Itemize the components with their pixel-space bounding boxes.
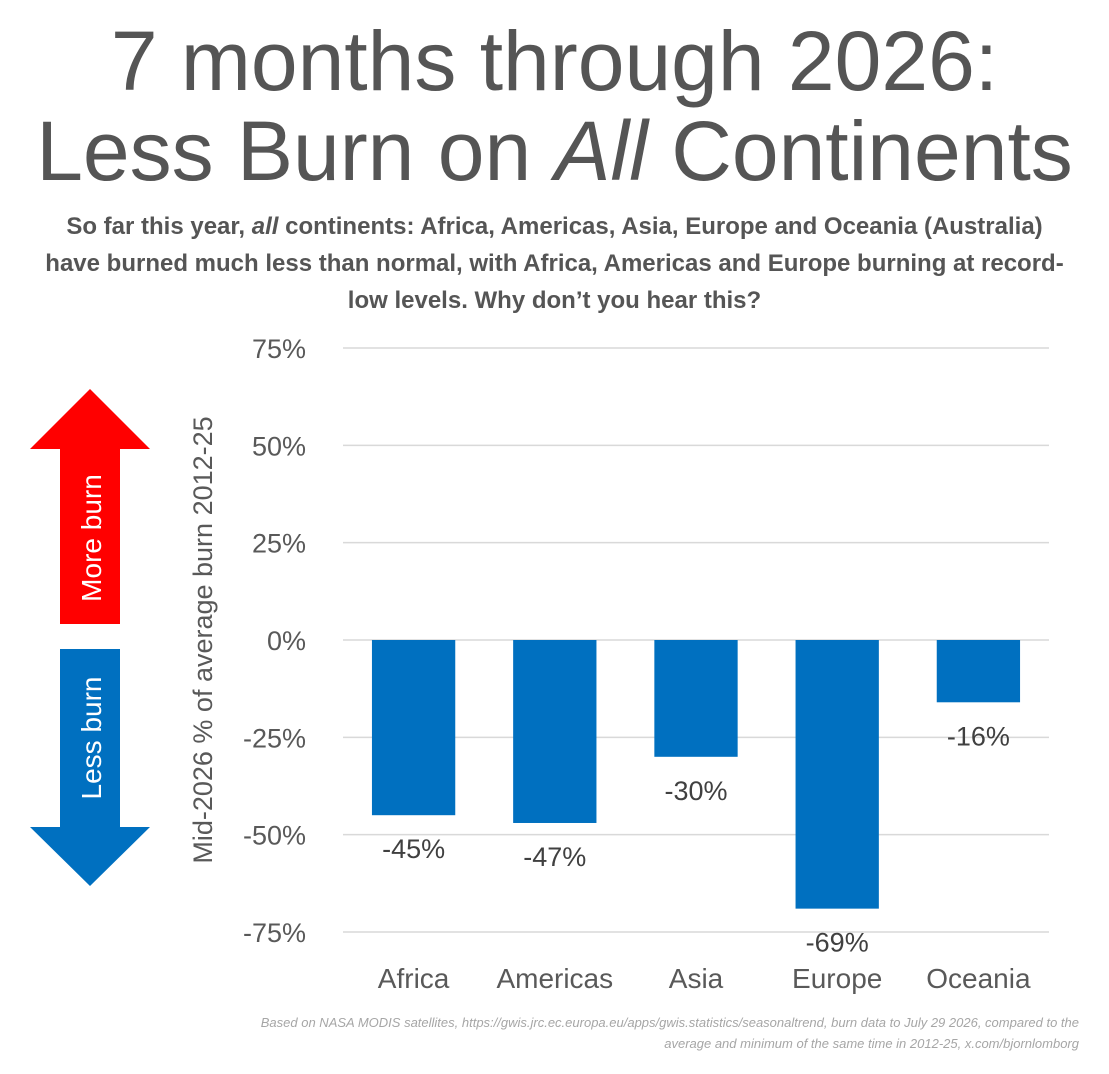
y-tick-label: -50% [243,821,306,851]
chart-subtitle: So far this year, all continents: Africa… [40,208,1069,319]
title-line-2-prefix: Less Burn on [36,104,555,198]
title-line-1: 7 months through 2026: [110,14,999,108]
x-axis-ticks: Africa Americas Asia Europe Oceania [378,963,1031,994]
data-label-africa: -45% [382,834,445,864]
less-burn-label: Less burn [76,677,107,800]
y-tick-label: 50% [252,431,306,461]
less-burn-arrow: Less burn [30,649,150,886]
more-burn-arrow: More burn [30,389,150,624]
footnote-line-1: Based on NASA MODIS satellites, https://… [260,1015,1079,1030]
y-axis-label: Mid-2026 % of average burn 2012-25 [188,416,218,863]
subtitle-emphasis: all [251,213,279,240]
x-tick-label-oceania: Oceania [926,963,1031,994]
x-tick-label-africa: Africa [378,963,450,994]
subtitle-prefix: So far this year, [66,213,252,240]
x-tick-label-europe: Europe [792,963,882,994]
x-tick-label-asia: Asia [669,963,724,994]
chart-title: 7 months through 2026: Less Burn on All … [0,16,1109,196]
bar-europe [795,640,879,909]
y-tick-label: -25% [243,723,306,753]
y-tick-label: 0% [267,626,306,656]
down-arrow-icon [30,649,150,886]
bars [371,640,1021,909]
footnote-line-2: average and minimum of the same time in … [664,1036,1079,1051]
subtitle-rest: continents: Africa, Americas, Asia, Euro… [45,213,1064,314]
data-label-americas: -47% [523,842,586,872]
y-tick-label: 75% [252,334,306,364]
bar-oceania [936,640,1021,703]
y-tick-label: -75% [243,918,306,948]
data-label-europe: -69% [806,928,869,958]
y-axis-ticks: 75% 50% 25% 0% -25% -50% -75% [243,334,306,948]
data-label-oceania: -16% [947,721,1010,751]
source-footnote: Based on NASA MODIS satellites, https://… [10,1012,1079,1054]
up-arrow-icon [30,389,150,624]
bar-asia [654,640,738,757]
bar-africa [371,640,456,816]
title-line-2-suffix: Continents [647,104,1073,198]
y-tick-label: 25% [252,529,306,559]
x-tick-label-americas: Americas [496,963,613,994]
data-label-asia: -30% [664,776,727,806]
data-labels: -45% -47% -30% -69% -16% [382,721,1010,957]
more-burn-label: More burn [76,474,107,602]
bar-americas [513,640,597,823]
title-line-2-emphasis: All [554,104,648,198]
